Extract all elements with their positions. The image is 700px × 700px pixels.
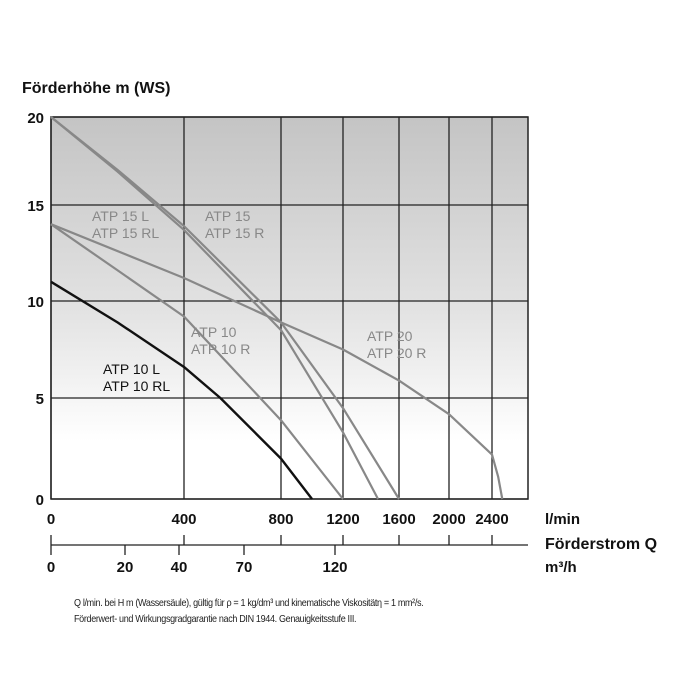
footnote-line-1: Q l/min. bei H m (Wassersäule), gültig f… [74, 597, 424, 609]
y-axis-title: Förderhöhe m (WS) [22, 80, 170, 97]
curve-label: ATP 15 [205, 208, 251, 224]
curve-label: ATP 10 RL [103, 378, 170, 394]
x-axis-title: Förderstrom Q [545, 536, 657, 553]
x-tick-label: 1600 [382, 511, 415, 528]
x-tick-label: 2000 [432, 511, 465, 528]
y-tick-label: 15 [27, 198, 44, 215]
y-tick-label: 20 [27, 110, 44, 127]
x-tick-label: 800 [268, 511, 293, 528]
curve-series-3 [50, 116, 400, 500]
y-tick-label: 5 [36, 391, 44, 408]
curve-label: ATP 10 R [191, 341, 250, 357]
x-tick-label: 400 [171, 511, 196, 528]
x-tick-label: 2400 [475, 511, 508, 528]
curve-series-0 [50, 280, 313, 500]
curve-label: ATP 10 L [103, 361, 160, 377]
x2-tick-label: 0 [47, 559, 55, 576]
x-tick-label: 1200 [326, 511, 359, 528]
curve-label: ATP 15 R [205, 225, 264, 241]
curve-series-2 [50, 116, 379, 500]
x-tick-label: 0 [47, 511, 55, 528]
y-tick-label: 10 [27, 294, 44, 311]
x2-tick-label: 120 [322, 559, 347, 576]
curve-series-1 [50, 223, 344, 500]
x2-tick-label: 70 [236, 559, 253, 576]
curve-label: ATP 20 R [367, 345, 426, 361]
plot-border [50, 116, 529, 500]
curve-label: ATP 15 L [92, 208, 149, 224]
curve-label: ATP 15 RL [92, 225, 159, 241]
x2-tick-label: 40 [171, 559, 188, 576]
curve-label: ATP 20 [367, 328, 413, 344]
curve-series-4 [50, 223, 504, 500]
y-tick-label: 0 [36, 492, 44, 509]
curve-label: ATP 10 [191, 324, 237, 340]
x2-unit-label: m³/h [545, 559, 577, 576]
footnote-line-2: Förderwert- und Wirkungsgradgarantie nac… [74, 613, 357, 625]
x2-tick-label: 20 [117, 559, 134, 576]
x-unit-label: l/min [545, 511, 580, 528]
